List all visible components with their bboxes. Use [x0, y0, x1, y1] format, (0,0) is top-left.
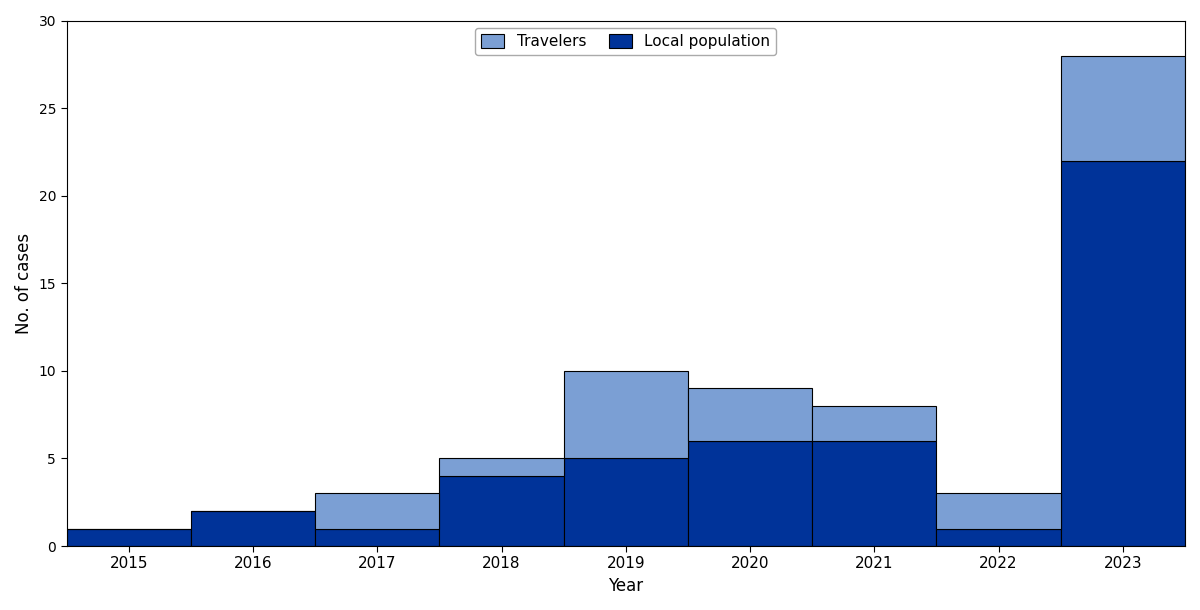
Bar	[1061, 56, 1184, 160]
Bar	[812, 441, 936, 546]
X-axis label: Year: Year	[608, 577, 643, 595]
Bar	[439, 459, 564, 476]
Y-axis label: No. of cases: No. of cases	[14, 232, 32, 334]
Bar	[316, 528, 439, 546]
Bar	[564, 459, 688, 546]
Bar	[316, 493, 439, 528]
Bar	[439, 476, 564, 546]
Bar	[66, 528, 191, 546]
Legend: Travelers, Local population: Travelers, Local population	[475, 28, 776, 56]
Bar	[564, 371, 688, 459]
Bar	[936, 493, 1061, 528]
Bar	[688, 389, 812, 441]
Bar	[191, 511, 316, 546]
Bar	[812, 406, 936, 441]
Bar	[688, 441, 812, 546]
Bar	[1061, 160, 1184, 546]
Bar	[936, 528, 1061, 546]
